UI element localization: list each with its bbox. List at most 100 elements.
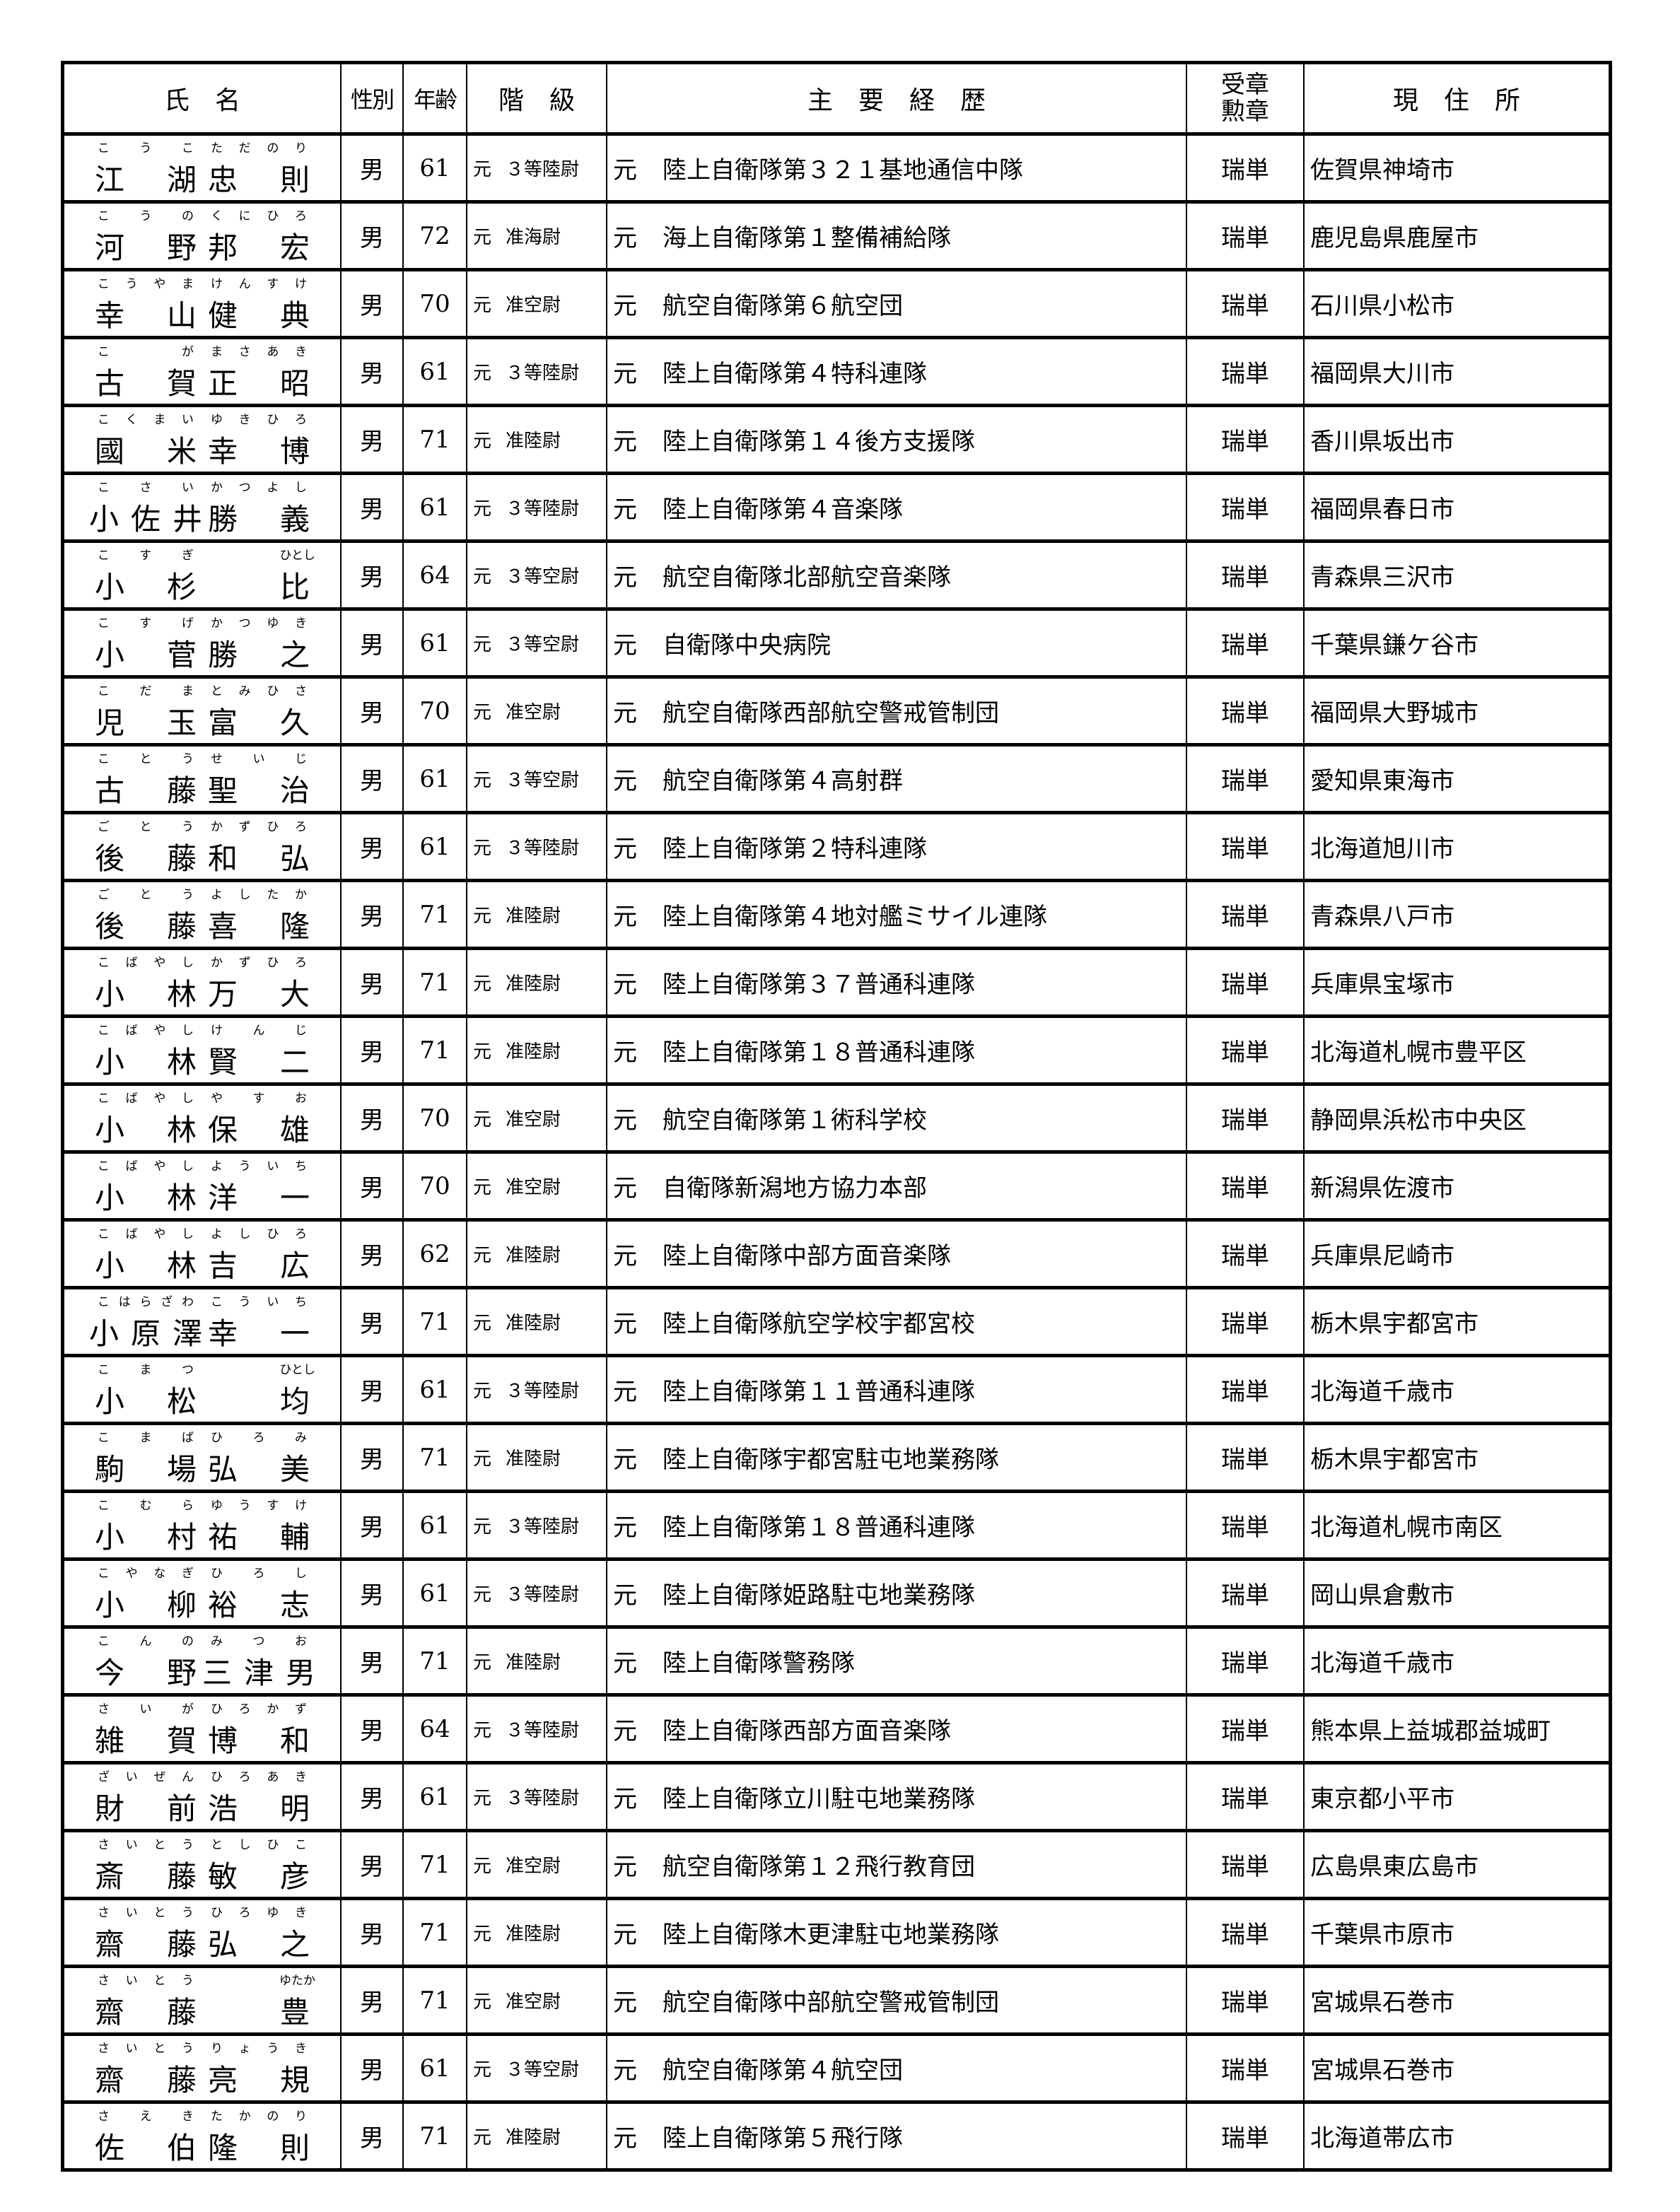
former-label: 元 [473,1720,492,1741]
given-name-ruby: ひろゆき [211,1905,307,1920]
rank-cell: 元准陸尉 [466,882,606,947]
address-cell: 岡山県倉敷市 [1303,1561,1609,1625]
rank-text: 准空尉 [506,295,561,316]
address-cell: 青森県八戸市 [1303,882,1609,947]
award-cell: 瑞単 [1186,950,1303,1014]
address-cell: 鹿児島県鹿屋市 [1303,204,1609,268]
rank-cell: 元准陸尉 [466,407,606,472]
award-cell: 瑞単 [1186,747,1303,811]
former-label: 元 [613,292,637,320]
table-row: こばやし 小林 けんじ 賢二男 71 元准陸尉元陸上自衛隊第１８普通科連隊 瑞単 北海道札幌市… [64,1014,1609,1082]
given-name-ruby: としひこ [211,1837,307,1852]
career-cell: 元陸上自衛隊警務隊 [606,1629,1186,1693]
age-cell: 61 [402,814,466,879]
sex-cell: 男 [340,1357,402,1422]
award-cell: 瑞単 [1186,543,1303,607]
career-cell: 元陸上自衛隊第４特科連隊 [606,339,1186,404]
address-cell: 栃木県宇都宮市 [1303,1425,1609,1490]
family-name-ruby: こはらざわ [98,1294,194,1309]
family-name-kanji: 児玉 [95,705,197,740]
person-name: さいとう 齋藤 ひろゆき 弘之 [89,1901,315,1965]
table-row: こだま 児玉 とみひさ 富久男 70 元准空尉元航空自衛隊西部航空警戒管制団 瑞単 福岡県大野… [64,675,1609,743]
career-text: 陸上自衛隊第１８普通科連隊 [663,1514,975,1542]
given-name: ひとし均 [202,1358,316,1422]
age-cell: 70 [402,1154,466,1218]
former-label: 元 [613,1514,637,1542]
rank-text: 准陸尉 [506,2127,561,2148]
table-row: ざいぜん 財前 ひろあき 浩明男 61 元 ３等陸尉元陸上自衛隊立川駐屯地業務隊 瑞単 東京都小… [64,1761,1609,1829]
family-name: こばやし 小林 [89,951,202,1014]
age-cell: 61 [402,339,466,404]
career-cell: 元陸上自衛隊中部方面音楽隊 [606,1222,1186,1286]
family-name-ruby: こばやし [98,1091,194,1106]
sex-cell: 男 [340,543,402,607]
table-row: こばやし 小林 よしひろ 吉広男 62 元准陸尉元陸上自衛隊中部方面音楽隊 瑞単 兵庫県尼崎市 [64,1218,1609,1286]
age-cell: 71 [402,1018,466,1082]
name-cell: ことう 古藤 せいじ 聖治 [64,747,340,811]
family-name-ruby: さいとう [98,1905,194,1920]
career-text: 航空自衛隊第４航空団 [663,2056,903,2085]
rank-cell: 元 ３等空尉 [466,611,606,675]
family-name-ruby: さえき [98,2109,194,2124]
age-cell: 71 [402,1832,466,1897]
given-name-kanji: 吉広 [208,1248,310,1283]
family-name: こんの 今野 [89,1629,202,1693]
person-name: こすげ 小菅 かつゆき 勝之 [89,611,315,675]
given-name: ひろあき 浩明 [202,1765,315,1829]
career-cell: 元陸上自衛隊西部方面音楽隊 [606,1697,1186,1761]
given-name-ruby: かずひろ [211,819,307,834]
given-name-kanji: 勝之 [208,637,310,672]
former-label: 元 [613,1242,637,1270]
rank-cell: 元 ３等空尉 [466,543,606,607]
age-cell: 61 [402,747,466,811]
career-text: 陸上自衛隊第５飛行隊 [663,2124,903,2153]
family-name-kanji: 小林 [95,1112,197,1147]
given-name-ruby: とみひさ [211,684,307,698]
former-label: 元 [613,428,637,456]
family-name-kanji: 小松 [95,1383,197,1419]
former-label: 元 [613,767,637,795]
person-name: こばやし 小林 かずひろ 万大 [89,951,315,1014]
given-name-kanji: 正昭 [208,365,310,401]
table-row: こすぎ 小杉 ひとし比男 64 元 ３等空尉元航空自衛隊北部航空音楽隊 瑞単 青森県三沢市 [64,539,1609,607]
person-name: こまば 駒場 ひろみ 弘美 [89,1426,315,1490]
sex-cell: 男 [340,2036,402,2100]
award-cell: 瑞単 [1186,1086,1303,1150]
given-name-ruby: ひろかず [211,1702,307,1716]
age-cell: 70 [402,1086,466,1150]
career-cell: 元陸上自衛隊第１８普通科連隊 [606,1018,1186,1082]
career-cell: 元陸上自衛隊第５飛行隊 [606,2104,1186,2168]
former-label: 元 [473,363,492,384]
former-label: 元 [613,1649,637,1678]
rank-text: ３等陸尉 [506,838,580,859]
family-name: こうの 河野 [89,204,202,268]
rank-cell: 元 ３等陸尉 [466,475,606,539]
former-label: 元 [613,631,637,660]
former-label: 元 [473,1924,492,1945]
address-cell: 北海道千歳市 [1303,1357,1609,1422]
award-cell: 瑞単 [1186,679,1303,743]
former-label: 元 [613,903,637,931]
former-label: 元 [473,1856,492,1877]
name-cell: こすげ 小菅 かつゆき 勝之 [64,611,340,675]
rank-cell: 元准陸尉 [466,1900,606,1965]
age-cell: 61 [402,1765,466,1829]
former-label: 元 [473,431,492,452]
given-name-ruby: りょうき [211,2041,307,2056]
rank-cell: 元准空尉 [466,1832,606,1897]
name-cell: こさい 小佐井 かつよし 勝義 [64,475,340,539]
person-name: こばやし 小林 けんじ 賢二 [89,1019,315,1082]
rank-cell: 元 ３等空尉 [466,747,606,811]
name-cell: さいとう 斎藤 としひこ 敏彦 [64,1832,340,1897]
given-name: としひこ 敏彦 [202,1833,315,1897]
former-label: 元 [473,906,492,927]
given-name-kanji: 幸博 [208,433,310,469]
given-name: よしたか 喜隆 [202,883,315,947]
former-label: 元 [613,2124,637,2153]
person-name: ごとう 後藤 よしたか 喜隆 [89,883,315,947]
former-label: 元 [473,1381,492,1402]
person-name: こばやし 小林 よういち 洋一 [89,1154,315,1218]
family-name-kanji: 齋藤 [95,1926,197,1962]
rank-cell: 元 ３等陸尉 [466,136,606,200]
sex-cell: 男 [340,1289,402,1354]
